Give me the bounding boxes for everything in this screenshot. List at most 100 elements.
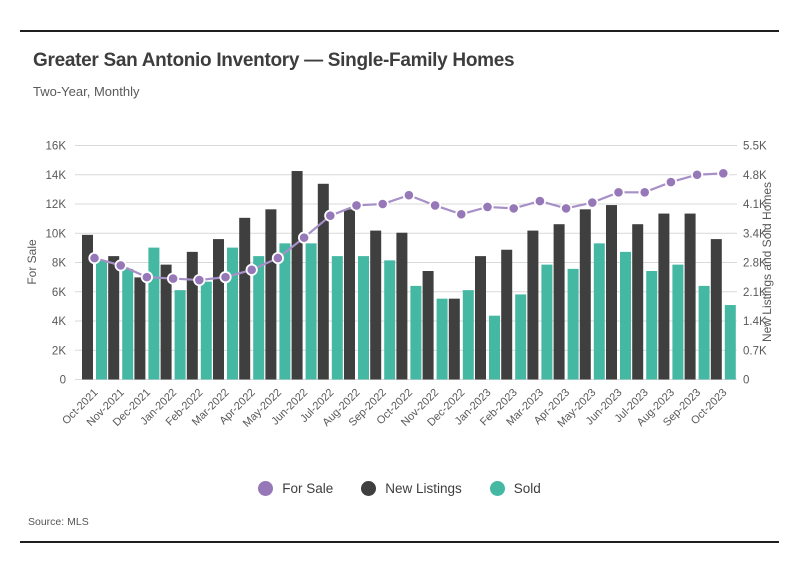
bar-new-listings bbox=[160, 264, 172, 380]
bar-sold bbox=[384, 260, 396, 380]
bar-sold bbox=[620, 251, 631, 380]
bar-sold bbox=[436, 298, 448, 380]
y-tick-label-right: 4.1K bbox=[743, 199, 767, 211]
new-listings-swatch-icon bbox=[361, 481, 377, 496]
for-sale-marker bbox=[638, 186, 651, 199]
bar-sold bbox=[148, 247, 160, 380]
bar-new-listings bbox=[553, 224, 565, 380]
bar-new-listings bbox=[579, 209, 591, 380]
bar-new-listings bbox=[265, 209, 277, 380]
y-tick-label-right: 4.8K bbox=[743, 170, 767, 182]
legend-item-sold: Sold bbox=[489, 481, 541, 496]
y-tick-label-right: 2.1K bbox=[743, 287, 767, 299]
legend-label: New Listings bbox=[385, 481, 462, 496]
bar-sold bbox=[200, 281, 212, 380]
legend-item-for-sale: For Sale bbox=[258, 481, 333, 496]
y-tick-label-left: 6K bbox=[52, 287, 66, 299]
y-tick-label-right: 5.5K bbox=[743, 141, 767, 153]
bar-sold bbox=[698, 285, 710, 380]
bar-sold bbox=[567, 268, 579, 380]
page-title: Greater San Antonio Inventory — Single-F… bbox=[33, 50, 515, 71]
y-tick-label-left: 16K bbox=[46, 141, 67, 153]
for-sale-marker bbox=[481, 200, 494, 214]
for-sale-marker bbox=[559, 202, 573, 215]
bar-sold bbox=[305, 243, 317, 380]
bottom-rule bbox=[20, 541, 779, 543]
for-sale-marker bbox=[402, 189, 415, 202]
bar-sold bbox=[724, 305, 736, 380]
bar-new-listings bbox=[658, 213, 670, 380]
y-tick-label-left: 10K bbox=[46, 228, 67, 240]
for-sale-marker bbox=[350, 199, 363, 212]
bar-new-listings bbox=[344, 209, 355, 380]
bar-sold bbox=[489, 315, 500, 380]
for-sale-marker bbox=[88, 252, 101, 265]
bar-new-listings bbox=[448, 298, 460, 380]
page-subtitle: Two-Year, Monthly bbox=[33, 84, 140, 99]
for-sale-marker bbox=[507, 202, 520, 215]
bar-sold bbox=[410, 285, 422, 380]
for-sale-marker bbox=[664, 175, 678, 189]
bar-new-listings bbox=[396, 232, 408, 380]
bar-new-listings bbox=[108, 256, 120, 380]
for-sale-marker bbox=[586, 196, 599, 209]
bar-new-listings bbox=[710, 239, 722, 380]
chart-legend: For Sale New Listings Sold bbox=[0, 481, 799, 496]
bar-sold bbox=[541, 264, 553, 380]
legend-label: For Sale bbox=[282, 481, 334, 496]
y-tick-label-left: 12K bbox=[46, 199, 67, 211]
y-tick-label-left: 4K bbox=[52, 316, 66, 328]
left-axis-title: For Sale bbox=[25, 239, 39, 285]
for-sale-swatch-icon bbox=[258, 481, 274, 496]
bar-sold bbox=[593, 243, 605, 380]
y-tick-label-left: 8K bbox=[52, 258, 66, 270]
bar-sold bbox=[174, 290, 186, 380]
bar-new-listings bbox=[370, 230, 382, 380]
y-tick-label-right: 3.4K bbox=[743, 228, 767, 240]
for-sale-marker bbox=[455, 208, 468, 221]
for-sale-marker bbox=[428, 199, 442, 212]
bar-sold bbox=[672, 264, 684, 380]
for-sale-marker bbox=[193, 273, 206, 287]
for-sale-marker bbox=[245, 263, 258, 276]
bar-new-listings bbox=[632, 224, 644, 380]
legend-item-new-listings: New Listings bbox=[361, 481, 462, 496]
bar-sold bbox=[462, 290, 474, 380]
bar-new-listings bbox=[527, 230, 539, 380]
for-sale-marker bbox=[533, 194, 547, 208]
source-note: Source: MLS bbox=[28, 516, 89, 528]
for-sale-marker bbox=[114, 259, 127, 272]
bar-new-listings bbox=[606, 205, 617, 380]
bar-sold bbox=[227, 247, 238, 380]
for-sale-marker bbox=[717, 167, 730, 180]
for-sale-marker bbox=[271, 252, 284, 265]
for-sale-marker bbox=[376, 197, 389, 211]
bar-new-listings bbox=[501, 249, 513, 380]
sold-swatch-icon bbox=[489, 481, 505, 496]
bar-sold bbox=[515, 294, 527, 380]
y-tick-label-left: 14K bbox=[46, 170, 67, 182]
bar-new-listings bbox=[422, 271, 434, 380]
bar-sold bbox=[646, 271, 658, 380]
bar-sold bbox=[96, 260, 107, 380]
bar-new-listings bbox=[134, 277, 146, 380]
bar-new-listings bbox=[213, 239, 224, 380]
for-sale-marker bbox=[324, 209, 337, 222]
y-tick-label-right: 0 bbox=[743, 375, 749, 387]
bar-new-listings bbox=[239, 217, 251, 380]
right-axis-title: New Listings and Sold Homes bbox=[760, 182, 774, 342]
bar-new-listings bbox=[317, 183, 329, 380]
y-tick-label-right: 2.8K bbox=[743, 258, 767, 270]
top-rule bbox=[20, 30, 779, 32]
y-tick-label-left: 0 bbox=[60, 375, 66, 387]
bar-sold bbox=[253, 256, 265, 380]
for-sale-marker bbox=[612, 186, 625, 199]
for-sale-marker bbox=[297, 231, 311, 244]
legend-label: Sold bbox=[513, 481, 541, 496]
y-tick-label-left: 2K bbox=[52, 345, 66, 357]
bar-new-listings bbox=[291, 171, 303, 380]
bar-new-listings bbox=[82, 234, 93, 380]
bar-sold bbox=[279, 243, 291, 380]
